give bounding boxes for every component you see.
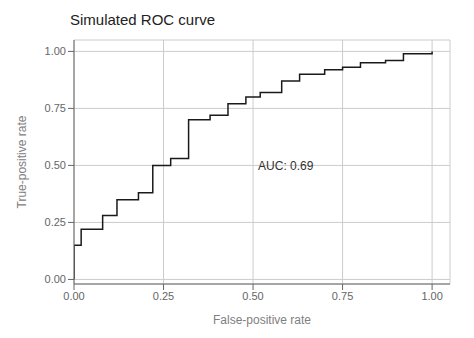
html-text:Simulated ROC curve: Simulated ROC curve <box>70 11 216 28</box>
svg-text:0.25: 0.25 <box>153 290 174 302</box>
svg-text:0.75: 0.75 <box>332 290 353 302</box>
svg-text:1.00: 1.00 <box>421 290 442 302</box>
svg-text:1.00: 1.00 <box>45 45 66 57</box>
svg-text:AUC: 0.69: AUC: 0.69 <box>258 159 314 173</box>
svg-text:0.50: 0.50 <box>242 290 263 302</box>
svg-text:0.50: 0.50 <box>45 159 66 171</box>
svg-text:0.75: 0.75 <box>45 102 66 114</box>
svg-text:False-positive rate: False-positive rate <box>213 313 311 327</box>
svg-text:0.25: 0.25 <box>45 216 66 228</box>
svg-text:0.00: 0.00 <box>45 273 66 285</box>
svg-text:0.00: 0.00 <box>63 290 84 302</box>
svg-text:True-positive rate: True-positive rate <box>15 115 29 208</box>
